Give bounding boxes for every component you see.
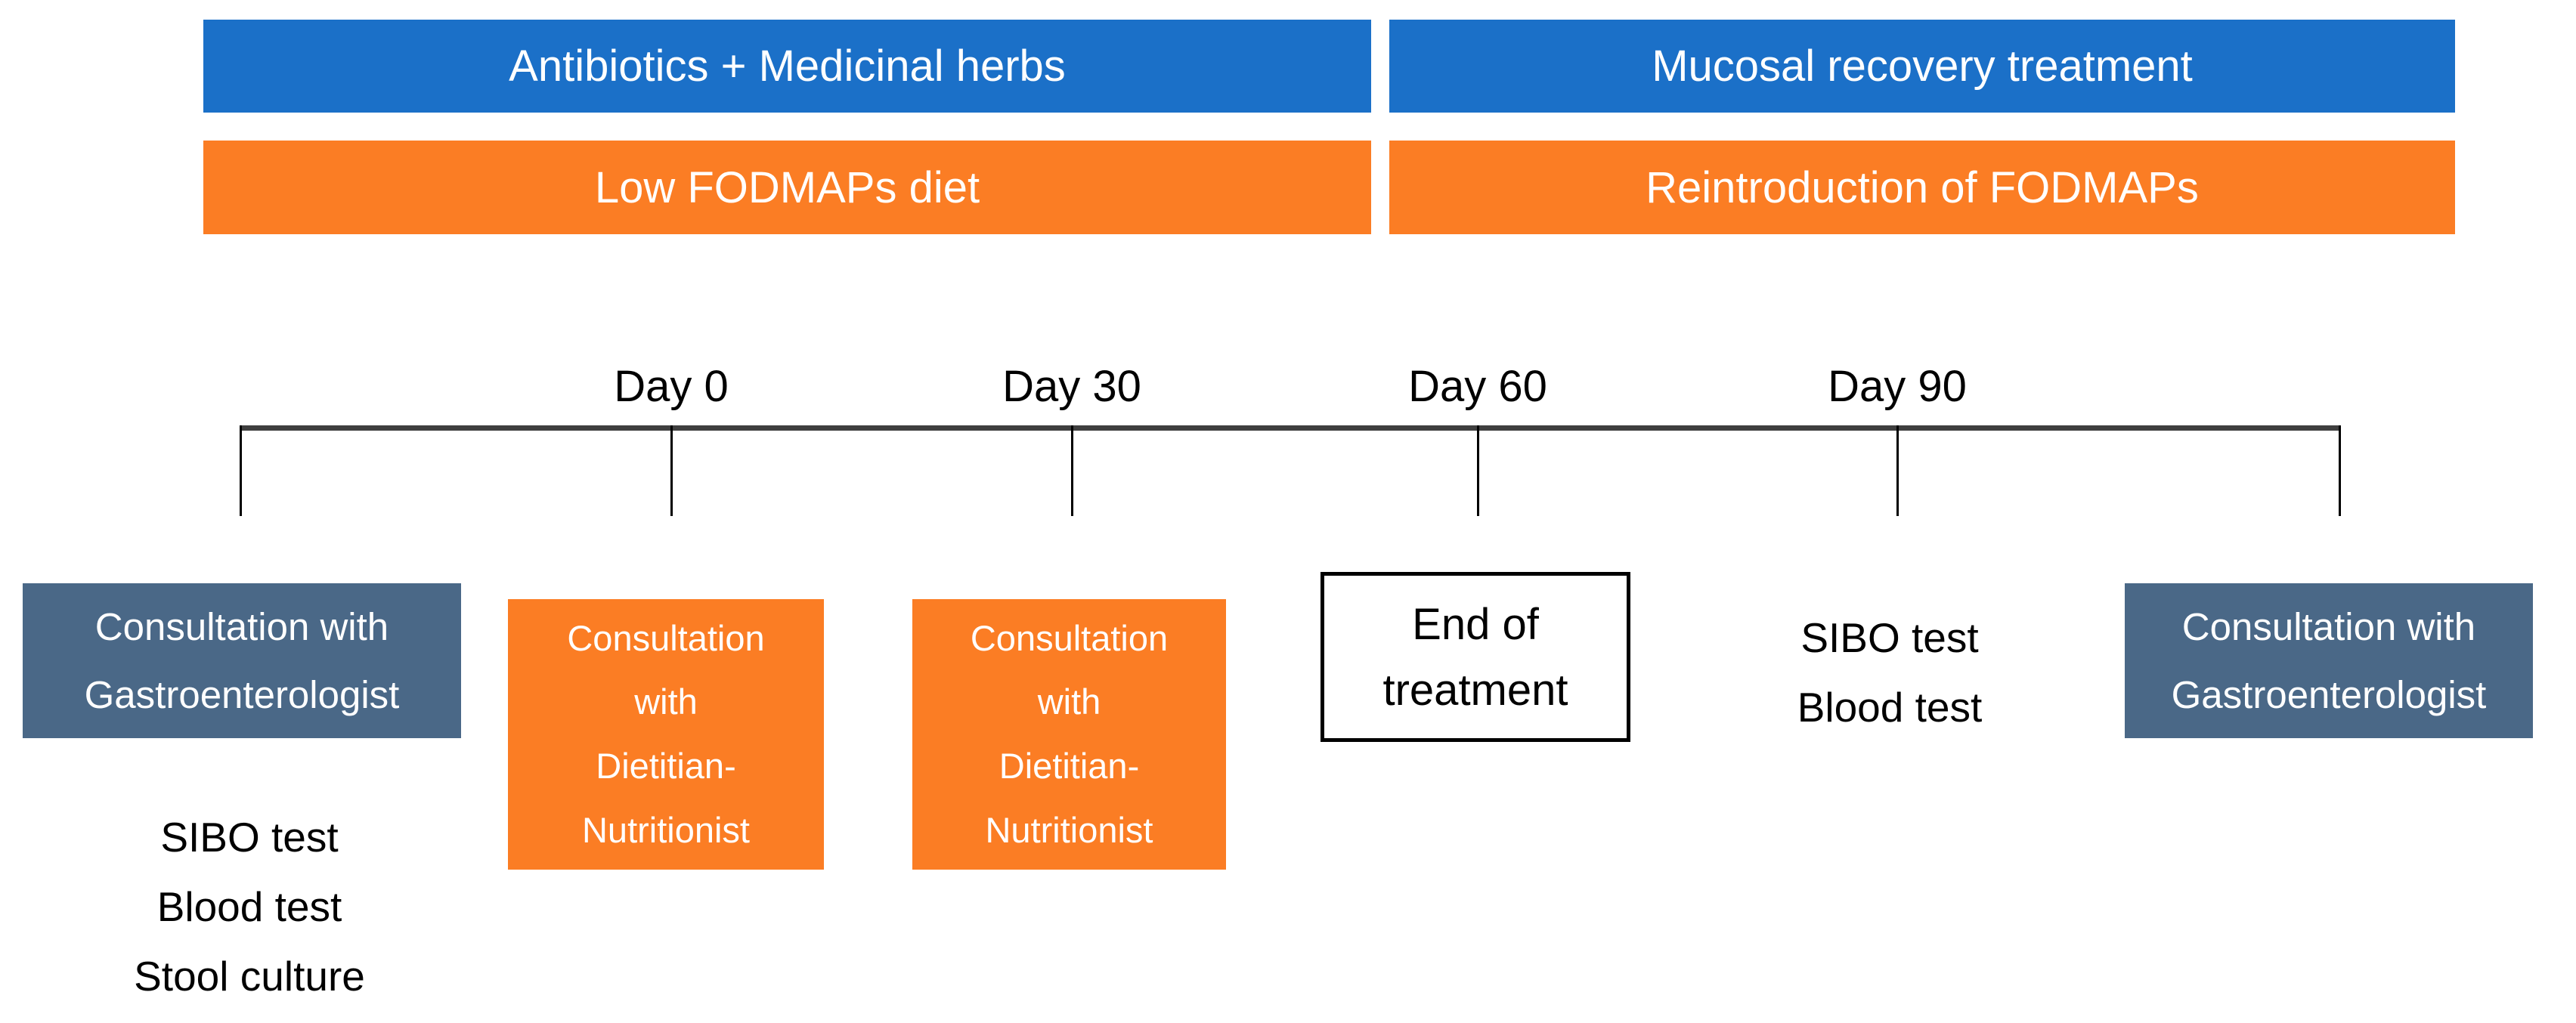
day-label-90: Day 90	[1828, 362, 1967, 411]
phase-bar-antibiotics-herbs: Antibiotics + Medicinal herbs	[203, 20, 1371, 113]
timeline-axis	[240, 425, 2341, 431]
consultation-gastroenterologist-end-box: Consultation with Gastroenterologist	[2125, 583, 2533, 738]
day90-tests-text: SIBO test Blood test	[1797, 614, 1983, 731]
day-label-60: Day 60	[1408, 362, 1547, 411]
consultation-dietitian-day0-box: Consultation with Dietitian- Nutritionis…	[508, 599, 824, 870]
consultation-gastroenterologist-start-box: Consultation with Gastroenterologist	[23, 583, 461, 738]
timeline-tick-day0	[670, 425, 673, 516]
phase-bar-mucosal-recovery: Mucosal recovery treatment	[1389, 20, 2455, 113]
day-label-30: Day 30	[1002, 362, 1141, 411]
phase-bar-low-fodmap-diet: Low FODMAPs diet	[203, 141, 1371, 234]
timeline-tick-end	[2339, 425, 2341, 516]
baseline-tests-text: SIBO test Blood test Stool culture	[134, 814, 365, 1000]
timeline-tick-start	[240, 425, 242, 516]
timeline-tick-day90	[1896, 425, 1899, 516]
consultation-dietitian-day30-box: Consultation with Dietitian- Nutritionis…	[912, 599, 1226, 870]
end-of-treatment-box: End of treatment	[1321, 572, 1630, 742]
timeline-tick-day60	[1477, 425, 1479, 516]
phase-bar-fodmap-reintroduction: Reintroduction of FODMAPs	[1389, 141, 2455, 234]
day-label-0: Day 0	[614, 362, 729, 411]
timeline-tick-day30	[1071, 425, 1073, 516]
